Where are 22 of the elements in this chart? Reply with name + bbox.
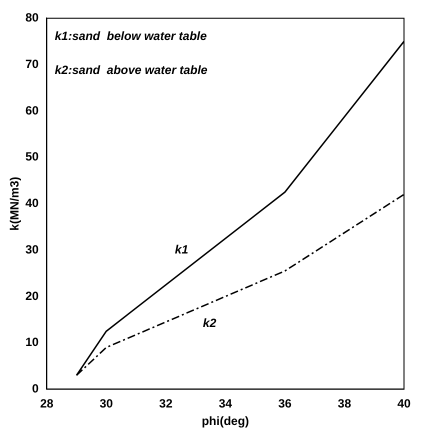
y-tick-label: 60 (25, 103, 40, 118)
y-tick-label: 30 (25, 242, 40, 256)
y-tick-label: 40 (25, 196, 40, 210)
series-label: k2 (202, 316, 217, 330)
y-tick-label: 50 (25, 150, 40, 164)
y-tick-label: 20 (25, 288, 40, 303)
y-axis-title: k(MN/m3) (8, 176, 22, 231)
series-label: k1 (174, 242, 189, 257)
x-tick-label: 34 (218, 396, 232, 411)
y-tick-label: 70 (25, 56, 40, 71)
annotation: k1:sand below water table (54, 29, 208, 44)
y-tick-label: 0 (32, 382, 40, 396)
x-tick-label: 30 (100, 396, 114, 411)
x-tick-label: 36 (278, 396, 292, 411)
y-tick-label: 80 (25, 10, 40, 25)
y-tick-label: 10 (25, 335, 40, 350)
x-tick-label: 28 (40, 396, 54, 411)
x-axis-title: phi(deg) (202, 414, 250, 428)
annotation: k2:sand above water table (54, 63, 208, 78)
x-tick-label: 32 (159, 396, 173, 411)
x-tick-label: 40 (397, 396, 411, 411)
x-tick-label: 38 (338, 396, 352, 411)
